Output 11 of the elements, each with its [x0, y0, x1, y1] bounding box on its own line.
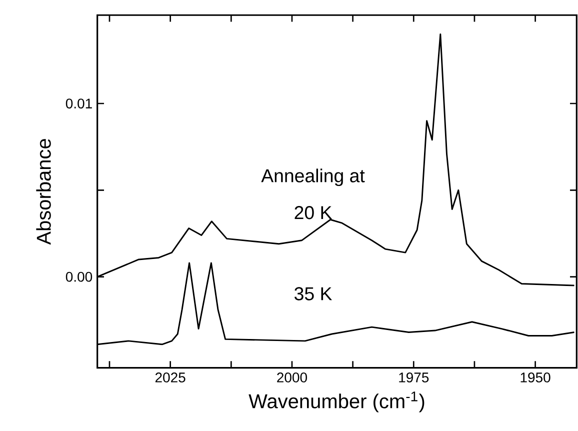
y-tick-label: 0.01: [66, 98, 92, 108]
y-tick-label: 0.00: [66, 272, 92, 282]
x-tick-label: 2025: [155, 372, 186, 382]
x-tick-label: 1950: [520, 372, 550, 382]
x-axis-title: Wavenumber (cm$^{-1}$): [248, 392, 424, 412]
x-tick-label: 2000: [277, 372, 307, 382]
annotation: Annealing at: [261, 168, 365, 186]
x-tick-label: 1975: [399, 372, 429, 382]
y-axis-title: Absorbance: [36, 139, 51, 245]
annotation: 20 K: [294, 206, 332, 220]
annotation: 35 K: [294, 287, 332, 300]
